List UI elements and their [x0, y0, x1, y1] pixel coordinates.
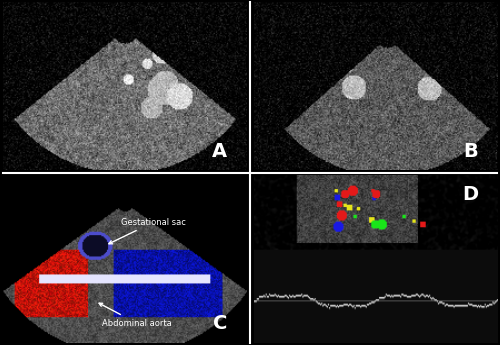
- Text: Gestational sac: Gestational sac: [109, 218, 186, 244]
- Text: B: B: [463, 142, 478, 161]
- Text: A: A: [212, 142, 227, 161]
- Text: D: D: [462, 185, 478, 204]
- Text: Abdominal aorta: Abdominal aorta: [99, 303, 172, 327]
- Text: C: C: [212, 314, 227, 333]
